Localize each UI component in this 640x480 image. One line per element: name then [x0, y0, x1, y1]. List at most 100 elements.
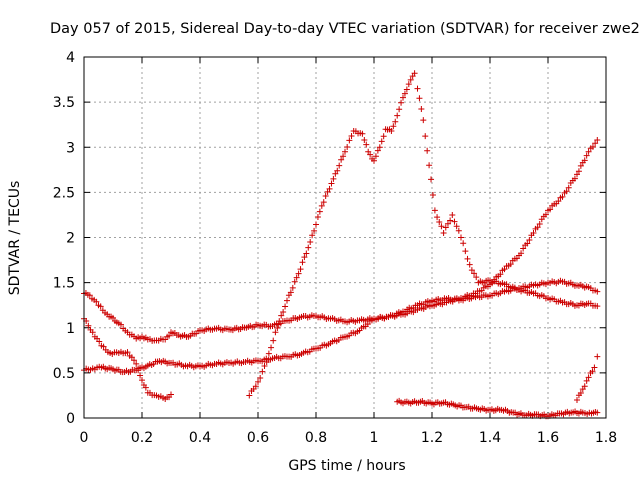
- data-point: [403, 86, 410, 93]
- data-point: [100, 343, 107, 350]
- series-sat-d: [246, 70, 601, 399]
- data-point: [328, 180, 335, 187]
- data-point: [97, 303, 104, 310]
- data-point: [259, 368, 266, 375]
- y-tick-label: 3: [66, 140, 75, 156]
- data-point: [340, 153, 347, 160]
- data-point: [378, 138, 385, 145]
- x-axis-label: GPS time / hours: [288, 458, 405, 474]
- data-point: [589, 143, 596, 150]
- data-point: [372, 153, 379, 160]
- data-point: [577, 390, 584, 397]
- data-point: [526, 237, 533, 244]
- data-point: [124, 349, 131, 356]
- data-point: [574, 171, 580, 178]
- axis-ticks: 0 0.2 0.4 0.6 0.8 1 1.2 1.4 1.6 1.8 0 0.5 1 1.5 2 2.5 3 3…: [53, 50, 617, 446]
- data-point: [563, 188, 570, 195]
- data-point: [367, 151, 374, 158]
- data-point: [400, 94, 406, 101]
- data-point: [426, 162, 433, 169]
- data-point: [268, 344, 275, 351]
- data-point: [284, 297, 290, 304]
- data-point: [137, 372, 144, 379]
- data-point: [594, 303, 601, 310]
- data-point: [133, 360, 140, 367]
- data-point: [455, 227, 462, 234]
- y-tick-label: 1: [66, 321, 75, 337]
- y-tick-label: 4: [66, 50, 75, 66]
- data-point: [438, 223, 445, 230]
- x-tick-label: 0.6: [247, 430, 269, 446]
- data-point: [394, 112, 401, 119]
- data-point: [458, 234, 464, 241]
- data-point: [307, 239, 314, 246]
- data-point: [571, 175, 578, 182]
- data-point: [324, 188, 331, 195]
- data-point: [594, 288, 601, 295]
- data-point: [257, 374, 264, 381]
- series-sat-e: [394, 397, 601, 420]
- data-point: [295, 270, 302, 277]
- x-tick-label: 1.2: [421, 430, 443, 446]
- data-point: [574, 396, 580, 403]
- data-point: [464, 255, 471, 262]
- data-point: [261, 363, 268, 370]
- x-tick-label: 0.2: [131, 430, 153, 446]
- y-axis-label: SDTVAR / TECUs: [7, 181, 23, 296]
- data-point: [581, 157, 588, 164]
- data-point: [422, 133, 429, 140]
- data-points: [81, 70, 601, 420]
- data-point: [530, 229, 537, 236]
- data-point: [390, 123, 397, 130]
- data-point: [276, 318, 283, 325]
- x-tick-label: 1.4: [479, 430, 501, 446]
- data-point: [166, 332, 173, 339]
- data-point: [589, 368, 596, 375]
- data-point: [542, 211, 549, 218]
- data-point: [547, 206, 554, 213]
- data-point: [434, 214, 441, 221]
- data-point: [303, 250, 310, 257]
- data-point: [359, 130, 366, 137]
- data-point: [429, 191, 436, 198]
- data-point: [444, 220, 451, 227]
- data-point: [460, 240, 467, 247]
- series-sat-a: [81, 277, 601, 344]
- data-point: [453, 223, 460, 230]
- data-point: [346, 137, 353, 144]
- x-tick-label: 0.8: [305, 430, 327, 446]
- plot-frame: [83, 56, 607, 419]
- data-point: [507, 261, 514, 268]
- data-point: [468, 267, 475, 274]
- data-point: [361, 136, 368, 143]
- y-tick-label: 3.5: [53, 95, 75, 111]
- data-point: [320, 199, 327, 206]
- data-point: [338, 156, 345, 163]
- data-point: [414, 85, 421, 92]
- data-point: [371, 157, 377, 164]
- data-point: [449, 211, 456, 218]
- y-tick-label: 2: [66, 231, 75, 247]
- data-point: [293, 274, 300, 281]
- data-point: [363, 141, 370, 148]
- data-point: [594, 353, 601, 360]
- y-tick-label: 1.5: [53, 276, 75, 292]
- data-point: [473, 274, 480, 281]
- data-point: [311, 227, 318, 234]
- data-point: [518, 250, 525, 257]
- data-point: [577, 162, 584, 169]
- x-tick-label: 0.4: [189, 430, 211, 446]
- data-point: [291, 278, 298, 285]
- data-point: [168, 391, 174, 398]
- data-point: [497, 271, 504, 278]
- data-point: [447, 217, 454, 224]
- data-point: [583, 377, 590, 384]
- x-tick-label: 1.8: [595, 430, 617, 446]
- data-point: [274, 324, 281, 331]
- data-point: [398, 99, 405, 106]
- data-point: [313, 221, 319, 228]
- data-point: [418, 106, 425, 113]
- data-point: [466, 261, 473, 268]
- data-point: [314, 213, 321, 220]
